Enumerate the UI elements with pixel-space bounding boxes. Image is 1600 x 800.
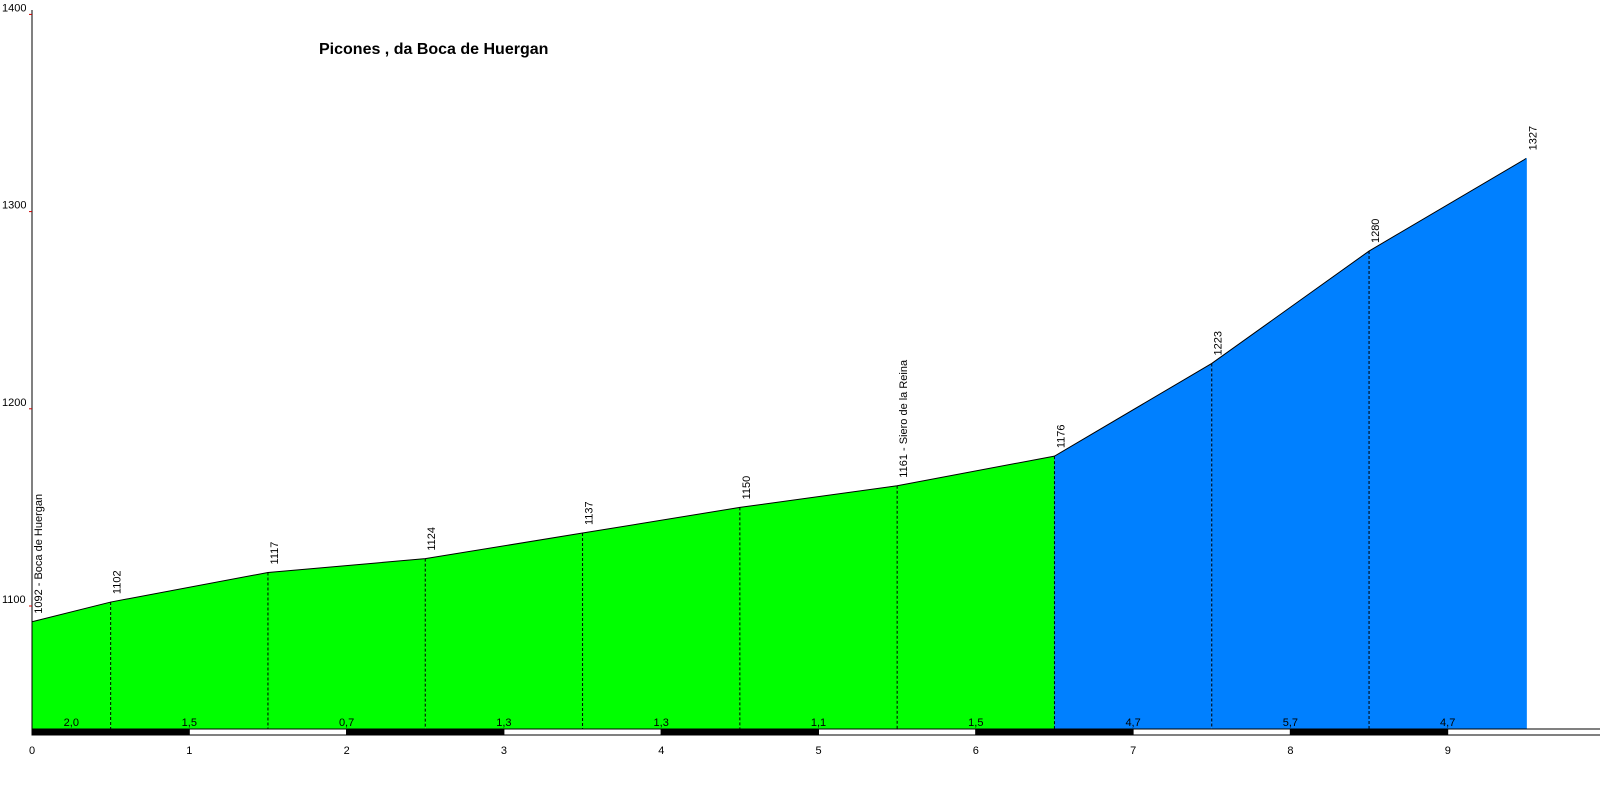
km-block-2 [346, 728, 505, 736]
profile-dividers [110, 251, 1370, 731]
gradient-segment-2 [267, 558, 426, 731]
point-label-0: 1092 - Boca de Huergan [33, 494, 45, 614]
chart-title: Picones , da Boca de Huergan [319, 41, 548, 58]
gradient-label-2: 0,7 [339, 717, 354, 729]
x-tick-label-4: 4 [658, 745, 664, 757]
gradient-segment-8 [1211, 251, 1370, 732]
km-block-7 [1132, 728, 1291, 736]
profile-line [31, 157, 1527, 623]
point-label-9: 1280 [1370, 219, 1382, 243]
point-label-1: 1102 [112, 570, 124, 594]
x-tick-label-2: 2 [344, 745, 350, 757]
point-label-4: 1137 [584, 501, 596, 525]
gradient-label-7: 4,7 [1125, 717, 1140, 729]
point-labels: 1092 - Boca de Huergan 1102 1117 1124 1137 11… [33, 126, 1539, 614]
km-block-1 [188, 728, 348, 736]
y-tick-label-1200: 1200 [2, 397, 26, 409]
km-block-8 [1289, 728, 1449, 736]
gradient-segment-1 [110, 572, 268, 731]
point-label-8: 1223 [1213, 331, 1225, 355]
km-block-4 [660, 728, 820, 736]
x-tick-label-7: 7 [1130, 745, 1136, 757]
x-tick-label-8: 8 [1287, 745, 1293, 757]
x-tick-label-6: 6 [973, 745, 979, 757]
gradient-label-1: 1,5 [182, 717, 197, 729]
gradient-label-4: 1,3 [654, 717, 669, 729]
gradient-segment-0 [32, 602, 111, 731]
km-block-9 [1447, 728, 1600, 736]
point-label-7: 1176 [1055, 424, 1067, 448]
gradient-label-0: 2,0 [64, 717, 79, 729]
point-label-5: 1150 [741, 476, 753, 500]
gradient-label-3: 1,3 [496, 717, 511, 729]
gradient-segment-5 [739, 485, 898, 731]
km-block-0 [31, 728, 190, 736]
gradient-segment-9 [1369, 158, 1527, 731]
km-block-3 [503, 728, 662, 736]
point-label-10: 1327 [1527, 126, 1539, 150]
gradient-segment-3 [425, 533, 583, 731]
x-tick-label-9: 9 [1445, 745, 1451, 757]
gradient-segment-7 [1054, 363, 1212, 731]
km-block-6 [975, 728, 1134, 736]
y-tick-label-1100: 1100 [2, 594, 26, 606]
gradient-segment-6 [897, 456, 1055, 731]
y-tick-label-1400: 1400 [2, 2, 26, 14]
km-block-5 [818, 728, 977, 736]
point-label-3: 1124 [426, 527, 438, 551]
point-label-6: 1161 - Siero de la Reina [898, 359, 910, 478]
km-bar: 2,0 1,5 0,7 1,3 1,3 1,1 1,5 4,7 5,7 4,7 [31, 717, 1600, 736]
profile-outline [31, 157, 1527, 731]
x-tick-label-1: 1 [186, 745, 192, 757]
y-tick-label-1300: 1300 [2, 200, 26, 212]
x-tick-label-0: 0 [29, 745, 35, 757]
gradient-label-9: 4,7 [1440, 717, 1455, 729]
gradient-label-6: 1,5 [968, 717, 983, 729]
x-tick-label-5: 5 [816, 745, 822, 757]
gradient-segment-4 [582, 507, 740, 731]
profile-fills [32, 158, 1527, 732]
gradient-label-5: 1,1 [811, 717, 826, 729]
gradient-label-8: 5,7 [1283, 717, 1298, 729]
x-tick-label-3: 3 [501, 745, 507, 757]
point-label-2: 1117 [269, 542, 281, 565]
